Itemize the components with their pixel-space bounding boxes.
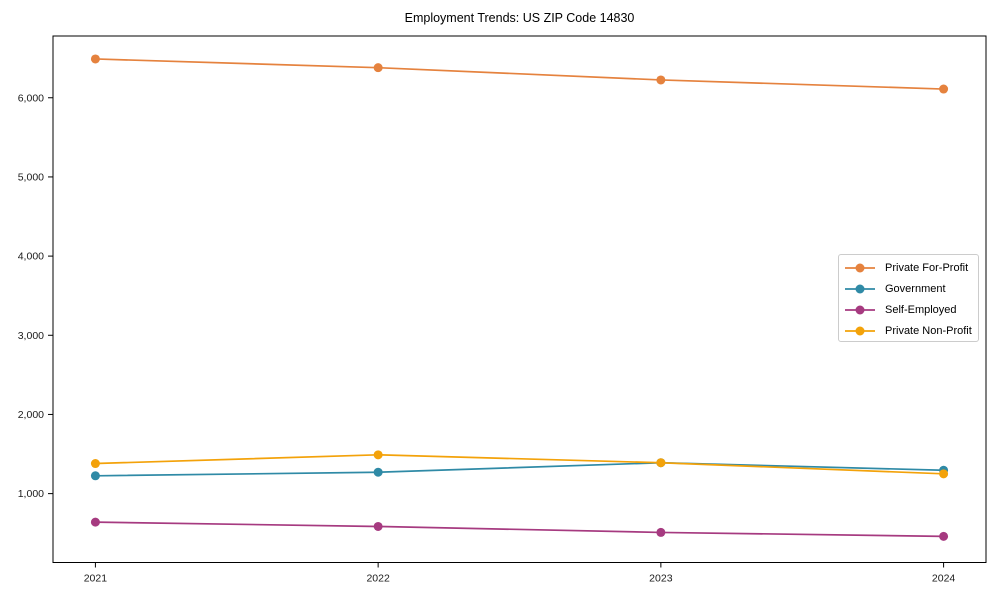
data-point (656, 75, 666, 85)
legend-item: Private For-Profit (844, 257, 978, 278)
legend-label: Private For-Profit (885, 261, 969, 274)
series-line (95, 521, 944, 538)
legend: Private For-Profit Government Self-Employe… (838, 254, 979, 342)
legend-label: Government (885, 282, 946, 295)
y-tick-label: 5,000 (18, 171, 44, 183)
data-point (90, 517, 100, 527)
legend-label: Self-Employed (885, 303, 957, 316)
legend-marker-icon (845, 305, 875, 314)
plot-border (52, 35, 987, 563)
series-line (95, 453, 944, 475)
legend-item: Self-Employed (844, 299, 978, 320)
x-tick-label: 2023 (649, 573, 673, 585)
series-private-for-profit (90, 54, 949, 94)
x-tick-label: 2021 (84, 573, 108, 585)
legend-item: Private Non-Profit (844, 320, 978, 341)
x-tick-label: 2022 (366, 573, 390, 585)
y-axis: 1,000 2,000 3,000 4,000 5,000 6,000 (18, 92, 53, 500)
data-point (373, 63, 383, 73)
legend-item: Government (844, 278, 978, 299)
data-point (939, 84, 949, 94)
data-point (90, 54, 100, 64)
data-point (90, 459, 100, 469)
legend-marker-icon (845, 326, 875, 335)
legend-marker-icon (845, 284, 875, 293)
x-tick-label: 2024 (932, 573, 956, 585)
data-point (656, 527, 666, 537)
x-axis: 2021 2022 2023 2024 (84, 562, 956, 585)
data-point (939, 469, 949, 479)
data-point (373, 521, 383, 531)
series-line (95, 58, 944, 90)
data-point (656, 458, 666, 468)
series-line (95, 461, 944, 477)
data-point (373, 450, 383, 460)
y-tick-label: 6,000 (18, 92, 44, 104)
series-private-non-profit (90, 450, 949, 479)
y-tick-label: 3,000 (18, 330, 44, 342)
data-point (939, 531, 949, 541)
legend-label: Private Non-Profit (885, 324, 972, 337)
legend-marker-icon (845, 263, 875, 272)
data-point (373, 467, 383, 477)
chart-title: Employment Trends: US ZIP Code 14830 (404, 11, 635, 25)
series-self-employed (90, 517, 949, 541)
y-tick-label: 4,000 (18, 251, 44, 263)
y-tick-label: 2,000 (18, 409, 44, 421)
data-point (90, 471, 100, 481)
y-tick-label: 1,000 (18, 488, 44, 500)
